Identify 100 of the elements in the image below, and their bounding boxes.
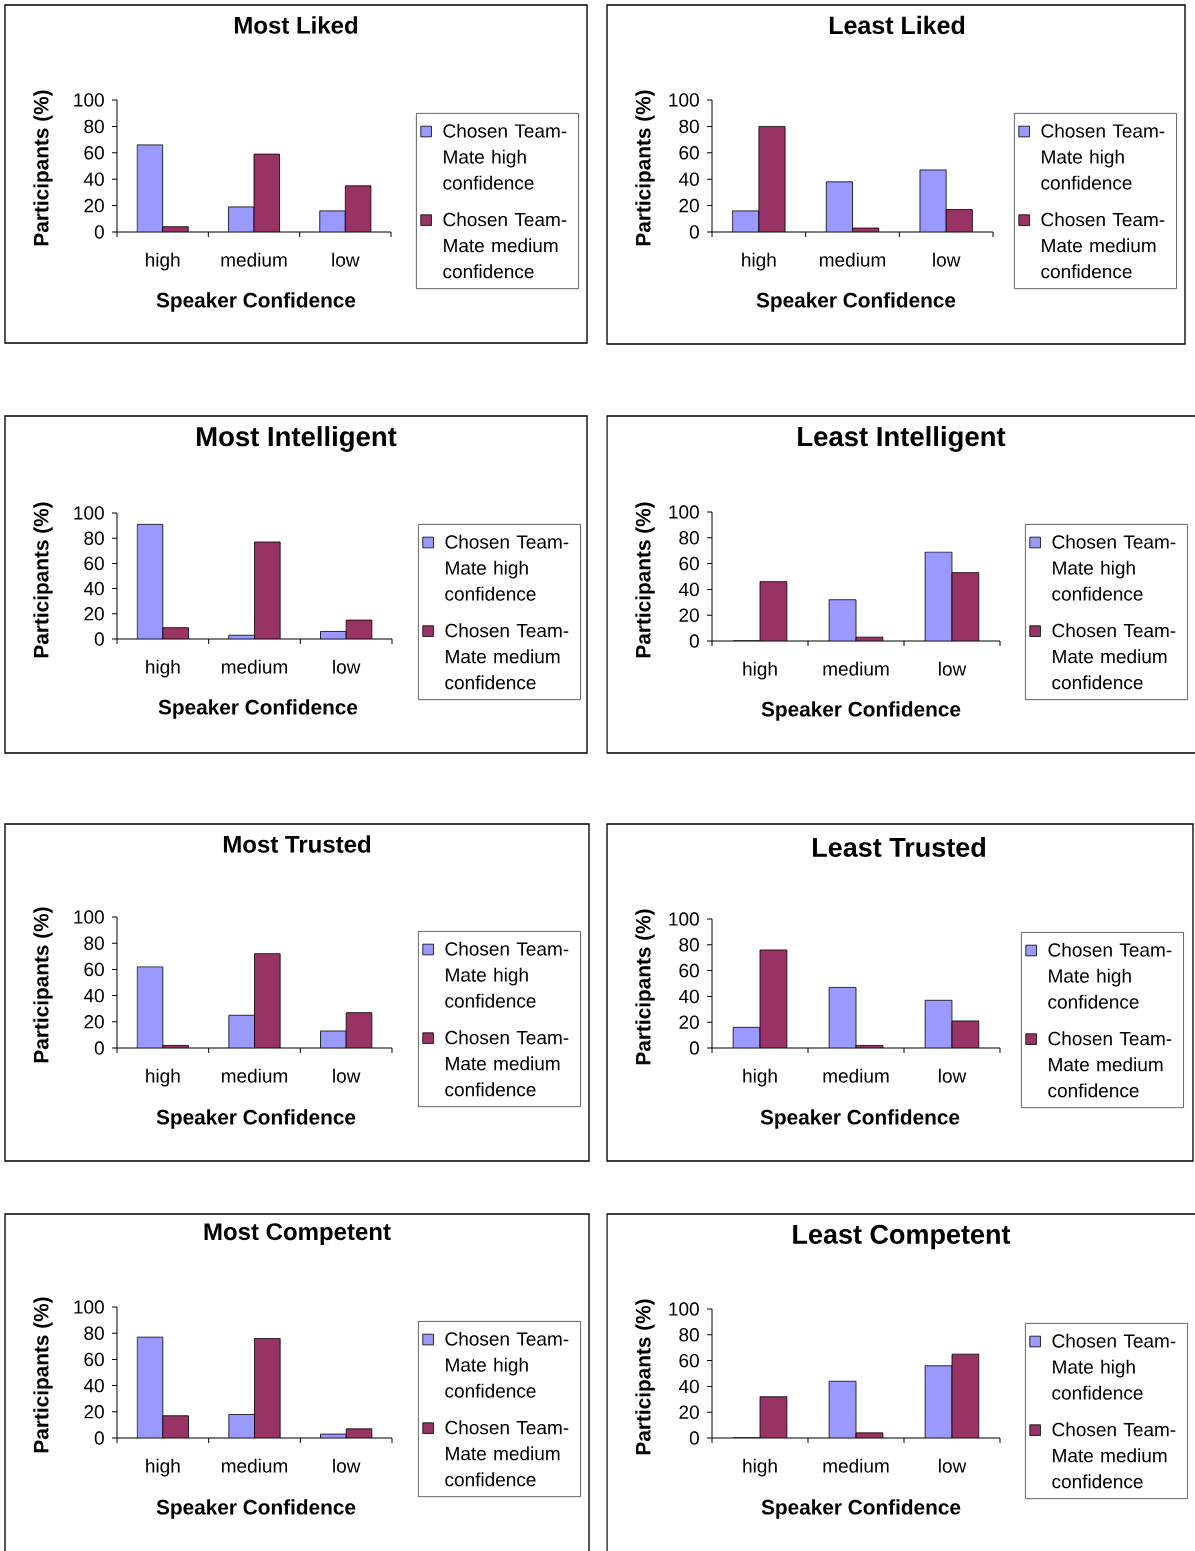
x-tick-label: high xyxy=(146,659,180,678)
x-tick-label: low xyxy=(933,252,961,267)
chart-title: Least Trusted xyxy=(813,837,985,857)
x-tick-label: low xyxy=(333,659,361,674)
x-tick-label: high xyxy=(146,1068,180,1087)
y-tick-label: 60 xyxy=(679,146,699,160)
y-tick-label: 0 xyxy=(689,634,699,648)
y-tick-label: 80 xyxy=(84,119,104,134)
legend-label: Chosen Team-Mate medium confidence xyxy=(445,1420,569,1487)
x-axis-title: Speaker Confidence xyxy=(761,1499,961,1519)
y-tick-label: 40 xyxy=(83,581,104,596)
y-tick-label: 0 xyxy=(94,632,104,646)
x-tick-label: high xyxy=(146,1458,180,1477)
chart-title: Least Competent xyxy=(793,1224,1011,1250)
x-tick-label: medium xyxy=(221,1458,288,1473)
legend-label: Chosen Team-Mate medium confidence xyxy=(1052,623,1176,690)
chart-title: Most Intelligent xyxy=(197,426,397,452)
y-tick-label: 80 xyxy=(679,1328,699,1342)
y-tick-label: 20 xyxy=(679,1405,699,1419)
y-tick-label: 100 xyxy=(669,1302,699,1316)
y-tick-label: 20 xyxy=(84,607,104,621)
y-tick-label: 60 xyxy=(679,1353,699,1368)
x-axis-title: Speaker Confidence xyxy=(760,1109,960,1129)
y-tick-label: 40 xyxy=(678,172,699,186)
y-tick-label: 20 xyxy=(679,608,699,622)
x-tick-label: high xyxy=(743,661,777,680)
y-tick-label: 40 xyxy=(678,989,699,1004)
y-tick-label: 40 xyxy=(678,1379,699,1394)
x-tick-label: medium xyxy=(221,659,288,674)
y-axis-title: Participants (%) xyxy=(33,502,53,658)
y-tick-label: 40 xyxy=(83,1378,104,1393)
y-axis-title: Participants (%) xyxy=(635,1299,655,1455)
y-axis-title: Participants (%) xyxy=(635,909,655,1065)
legend-label: Chosen Team-Mate medium confidence xyxy=(445,1030,569,1097)
y-tick-label: 80 xyxy=(679,531,699,545)
x-tick-label: high xyxy=(743,1068,777,1087)
y-tick-label: 0 xyxy=(94,1431,104,1445)
legend-label: Chosen Team-Mate high confidence xyxy=(445,941,569,1008)
x-tick-label: high xyxy=(146,252,180,271)
legend-label: Chosen Team-Mate medium confidence xyxy=(443,212,567,279)
y-tick-label: 80 xyxy=(679,119,699,134)
y-axis-title: Participants (%) xyxy=(33,907,53,1063)
x-axis-title: Speaker Confidence xyxy=(156,292,356,312)
y-tick-label: 20 xyxy=(679,1015,699,1029)
x-tick-label: low xyxy=(333,1458,361,1473)
x-axis-title: Speaker Confidence xyxy=(156,1499,356,1519)
y-tick-label: 60 xyxy=(84,1352,104,1367)
y-tick-label: 80 xyxy=(84,1326,104,1340)
legend-label: Chosen Team-Mate high confidence xyxy=(445,534,569,601)
chart-title: Least Liked xyxy=(829,15,965,35)
y-tick-label: 100 xyxy=(74,93,104,107)
y-tick-label: 0 xyxy=(94,1041,104,1055)
legend-label: Chosen Team-Mate medium confidence xyxy=(445,623,569,690)
legend-label: Chosen Team-Mate high confidence xyxy=(445,1331,569,1398)
y-axis-title: Participants (%) xyxy=(635,502,655,658)
legend-label: Chosen Team-Mate high confidence xyxy=(1041,123,1165,190)
x-tick-label: medium xyxy=(823,1458,889,1473)
y-tick-label: 60 xyxy=(679,963,699,978)
x-tick-label: low xyxy=(332,252,360,267)
y-tick-label: 20 xyxy=(84,1405,104,1419)
x-tick-label: medium xyxy=(221,252,287,267)
x-tick-label: high xyxy=(743,1458,777,1477)
y-tick-label: 20 xyxy=(84,1015,104,1029)
chart-title: Most Competent xyxy=(204,1223,391,1245)
y-tick-label: 80 xyxy=(679,938,699,952)
x-tick-label: medium xyxy=(823,661,889,676)
x-axis-title: Speaker Confidence xyxy=(156,1109,356,1129)
y-tick-label: 40 xyxy=(83,988,104,1003)
y-tick-label: 100 xyxy=(669,912,699,926)
x-tick-label: low xyxy=(333,1068,361,1083)
x-tick-label: low xyxy=(939,1068,967,1083)
y-tick-label: 0 xyxy=(94,225,104,239)
y-tick-label: 100 xyxy=(74,506,104,520)
y-tick-label: 20 xyxy=(679,198,699,213)
y-tick-label: 80 xyxy=(84,531,104,545)
x-axis-title: Speaker Confidence xyxy=(761,701,961,721)
x-tick-label: low xyxy=(939,661,967,676)
y-tick-label: 60 xyxy=(679,556,699,571)
y-tick-label: 60 xyxy=(84,962,104,977)
y-axis-title: Participants (%) xyxy=(33,1297,53,1453)
chart-title: Least Intelligent xyxy=(798,426,1006,452)
legend-label: Chosen Team-Mate high confidence xyxy=(443,123,567,190)
x-tick-label: medium xyxy=(823,1068,889,1083)
legend-label: Chosen Team-Mate high confidence xyxy=(1052,534,1176,601)
x-axis-title: Speaker Confidence xyxy=(756,292,956,312)
legend-label: Chosen Team-Mate medium confidence xyxy=(1048,1031,1172,1098)
y-tick-label: 60 xyxy=(84,146,104,160)
y-tick-label: 0 xyxy=(689,1431,699,1445)
x-tick-label: medium xyxy=(221,1068,288,1083)
chart-title: Most Trusted xyxy=(223,835,371,853)
y-tick-label: 100 xyxy=(669,93,699,107)
y-tick-label: 80 xyxy=(84,936,104,950)
y-tick-label: 40 xyxy=(678,582,699,597)
y-tick-label: 100 xyxy=(669,505,699,519)
legend-label: Chosen Team-Mate high confidence xyxy=(1052,1333,1176,1400)
y-tick-label: 40 xyxy=(83,172,104,186)
x-axis-title: Speaker Confidence xyxy=(158,699,358,719)
chart-title: Most Liked xyxy=(234,16,358,34)
y-axis-title: Participants (%) xyxy=(635,90,655,246)
y-axis-title: Participants (%) xyxy=(33,90,53,246)
